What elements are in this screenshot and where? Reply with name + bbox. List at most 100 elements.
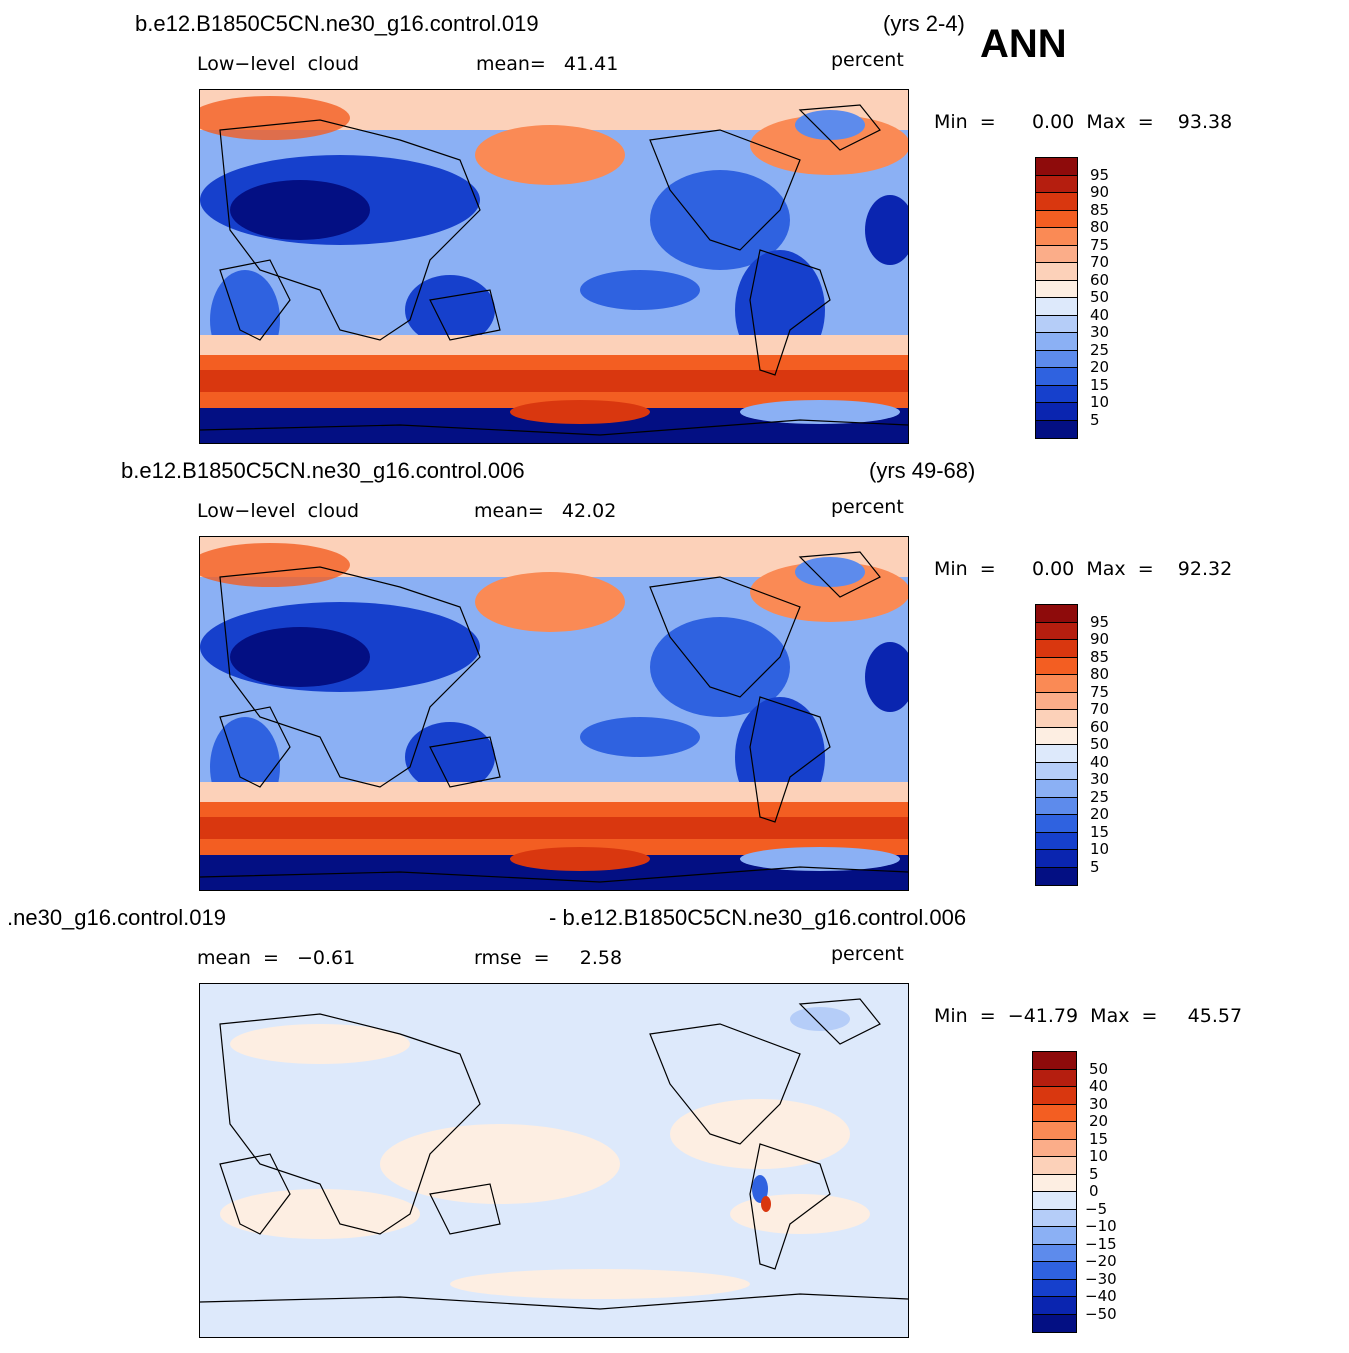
colorbar-swatch — [1036, 657, 1077, 675]
panel3-case: .ne30_g16.control.019 — [7, 905, 226, 930]
colorbar-swatch — [1033, 1314, 1076, 1332]
colorbar-swatch — [1036, 815, 1077, 833]
panel3-years: - b.e12.B1850C5CN.ne30_g16.control.006 — [549, 905, 967, 930]
colorbar-tick-label: 20 — [1090, 805, 1110, 823]
panel1-minmax: Min = 0.00 Max = 93.38 — [934, 111, 1233, 133]
panel1-variable: Low−level cloud — [197, 53, 360, 75]
colorbar-swatch — [1036, 280, 1077, 298]
colorbar-tick-label: 70 — [1090, 700, 1110, 718]
colorbar-swatch — [1033, 1069, 1076, 1087]
colorbar-swatch — [1033, 1279, 1076, 1297]
panel3-map — [199, 983, 909, 1338]
colorbar-swatch — [1036, 333, 1077, 351]
colorbar-tick-label: 85 — [1090, 200, 1110, 219]
colorbar-swatch — [1036, 245, 1077, 263]
colorbar-swatch — [1036, 832, 1077, 850]
colorbar-tick-label: 50 — [1090, 288, 1110, 306]
colorbar-swatch — [1036, 727, 1077, 745]
colorbar-tick-label: 10 — [1090, 393, 1110, 411]
colorbar-swatch — [1036, 710, 1077, 728]
colorbar-tick-label: 40 — [1090, 752, 1110, 771]
colorbar-tick-label: 90 — [1090, 630, 1110, 648]
colorbar-swatch — [1036, 350, 1077, 368]
colorbar-swatch — [1033, 1087, 1076, 1105]
colorbar-swatch — [1036, 298, 1077, 316]
colorbar-tick-label: 40 — [1089, 1077, 1109, 1095]
colorbar-swatch — [1036, 850, 1077, 868]
panel2-case: b.e12.B1850C5CN.ne30_g16.control.006 — [121, 458, 525, 483]
colorbar-swatch — [1036, 745, 1077, 763]
panel3-minmax: Min = −41.79 Max = 45.57 — [934, 1005, 1243, 1027]
colorbar-swatch — [1036, 640, 1077, 658]
colorbar-swatch — [1036, 605, 1077, 623]
colorbar-swatch — [1033, 1139, 1076, 1157]
colorbar-tick-label: 30 — [1090, 323, 1110, 341]
panel1-map-svg — [200, 90, 908, 443]
colorbar-swatch — [1036, 175, 1077, 193]
colorbar-swatch — [1033, 1122, 1076, 1140]
colorbar-swatch — [1033, 1174, 1076, 1192]
colorbar-tick-label: 30 — [1089, 1094, 1109, 1113]
season-label: ANN — [980, 22, 1067, 66]
colorbar-tick-label: 60 — [1090, 270, 1110, 289]
colorbar-swatch — [1033, 1157, 1076, 1175]
colorbar-tick-label: 50 — [1090, 735, 1110, 753]
panel3-rmse: rmse = 2.58 — [474, 947, 623, 969]
colorbar-swatch — [1036, 228, 1077, 246]
colorbar-tick-label: −15 — [1085, 1234, 1117, 1253]
colorbar-swatch — [1036, 780, 1077, 798]
colorbar-tick-label: 40 — [1090, 305, 1110, 324]
panel2-years: (yrs 49-68) — [869, 458, 976, 483]
colorbar-swatch — [1036, 385, 1077, 403]
colorbar-swatch — [1033, 1297, 1076, 1315]
panel1-colorbar — [1035, 157, 1078, 439]
colorbar-swatch — [1036, 403, 1077, 421]
colorbar-tick-label: 75 — [1090, 682, 1110, 701]
colorbar-tick-label: −20 — [1085, 1252, 1117, 1270]
colorbar-tick-label: 80 — [1090, 665, 1110, 683]
colorbar-tick-label: 95 — [1090, 165, 1110, 184]
colorbar-swatch — [1033, 1227, 1076, 1245]
colorbar-tick-label: −50 — [1085, 1304, 1117, 1323]
colorbar-swatch — [1036, 692, 1077, 710]
colorbar-tick-label: −10 — [1085, 1217, 1117, 1235]
colorbar-swatch — [1036, 867, 1077, 885]
panel2-map-svg — [200, 537, 908, 890]
colorbar-tick-label: 50 — [1089, 1059, 1109, 1078]
colorbar-swatch — [1033, 1104, 1076, 1122]
panel1-years: (yrs 2-4) — [883, 11, 965, 36]
panel1-map — [199, 89, 909, 444]
colorbar-tick-label: 80 — [1090, 218, 1110, 236]
colorbar-tick-label: 15 — [1090, 375, 1110, 394]
colorbar-swatch — [1033, 1192, 1076, 1210]
colorbar-tick-label: 10 — [1090, 840, 1110, 858]
colorbar-tick-label: 20 — [1089, 1112, 1109, 1130]
colorbar-swatch — [1036, 193, 1077, 211]
panel2-mean: mean= 42.02 — [474, 500, 617, 522]
panel2-colorbar — [1035, 604, 1078, 886]
colorbar-tick-label: −30 — [1085, 1269, 1117, 1288]
colorbar-tick-label: 20 — [1090, 358, 1110, 376]
colorbar-tick-label: 90 — [1090, 183, 1110, 201]
panel2-map — [199, 536, 909, 891]
colorbar-tick-label: 70 — [1090, 253, 1110, 271]
colorbar-swatch — [1036, 797, 1077, 815]
colorbar-tick-label: 95 — [1090, 612, 1110, 631]
colorbar-tick-label: 30 — [1090, 770, 1110, 788]
colorbar-swatch — [1036, 762, 1077, 780]
colorbar-tick-label: 0 — [1089, 1182, 1099, 1200]
colorbar-tick-label: 15 — [1089, 1129, 1109, 1148]
panel3-colorbar — [1032, 1051, 1077, 1333]
colorbar-tick-label: 25 — [1090, 340, 1110, 359]
colorbar-tick-label: 10 — [1089, 1147, 1109, 1165]
colorbar-swatch — [1033, 1244, 1076, 1262]
panel3-map-svg — [200, 984, 908, 1337]
panel2-units: percent — [831, 496, 904, 518]
colorbar-swatch — [1033, 1262, 1076, 1280]
panel3-mean: mean = −0.61 — [197, 947, 356, 969]
colorbar-tick-label: 15 — [1090, 822, 1110, 841]
panel1-mean: mean= 41.41 — [476, 53, 619, 75]
colorbar-swatch — [1036, 210, 1077, 228]
colorbar-tick-label: 5 — [1090, 857, 1100, 876]
colorbar-swatch — [1036, 420, 1077, 438]
